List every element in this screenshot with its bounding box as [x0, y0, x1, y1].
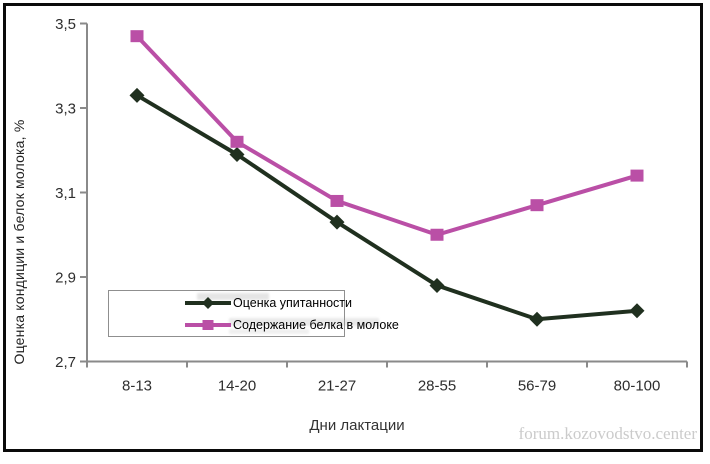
series-1-marker — [630, 169, 644, 182]
series-0-marker — [129, 87, 145, 103]
series-line-0 — [135, 93, 638, 322]
series-0-marker — [229, 146, 245, 162]
series-1-marker — [430, 228, 444, 241]
x-category-label: 14-20 — [218, 378, 256, 395]
series-0-marker — [629, 303, 645, 319]
y-tick-label: 2,9 — [55, 270, 76, 287]
square-marker-swatch-icon — [185, 320, 231, 330]
y-tick-label: 3,5 — [55, 16, 76, 33]
series-0-marker — [329, 214, 345, 230]
y-axis-title: Оценка кондиции и белок молока, % — [11, 119, 27, 365]
legend-label: Оценка упитанности — [233, 296, 353, 310]
x-category-label: 56-79 — [518, 378, 556, 395]
diamond-marker-swatch-icon — [185, 297, 231, 309]
series-1-marker — [130, 30, 144, 43]
legend-item: Содержание белка в молоке — [185, 315, 399, 335]
x-axis-title: Дни лактации — [309, 417, 405, 434]
y-tick-label: 3,3 — [55, 101, 76, 118]
watermark: forum.kozovodstvo.center — [518, 424, 697, 443]
y-tick-label: 3,1 — [55, 185, 76, 202]
series-1-marker — [530, 199, 544, 212]
x-category-label: 28-55 — [418, 378, 456, 395]
series-1-marker — [330, 194, 344, 207]
legend-label: Содержание белка в молоке — [233, 318, 399, 332]
x-category-label: 80-100 — [614, 378, 661, 395]
chart-frame — [3, 3, 703, 452]
series-0-marker — [529, 311, 545, 327]
series-1-marker — [230, 135, 244, 148]
series-0-marker — [429, 277, 445, 293]
legend-item: Оценка упитанности — [185, 293, 352, 313]
legend: Оценка упитанности Содержание белка в мол… — [108, 290, 399, 337]
x-category-label: 8-13 — [122, 378, 152, 395]
x-category-label: 21-27 — [318, 378, 356, 395]
series-line-1 — [135, 34, 638, 237]
y-tick-label: 2,7 — [55, 354, 76, 371]
